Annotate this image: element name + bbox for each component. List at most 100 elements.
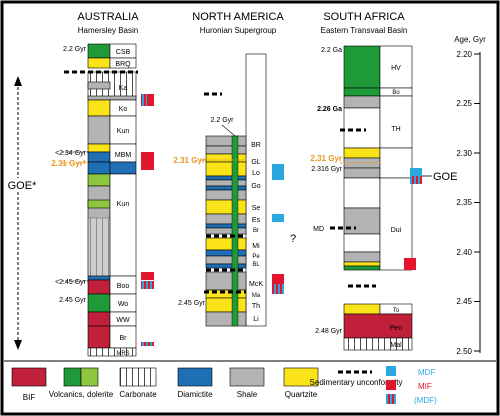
- unit-label: CSB: [116, 49, 131, 56]
- legend-swatch-mdf: [386, 366, 396, 376]
- australia-mdf-mark: [141, 281, 154, 289]
- na-mif-mark: [272, 274, 284, 284]
- australia-column: [64, 43, 138, 357]
- unit-label: Boo: [117, 283, 130, 290]
- australia-mdf-mark: [141, 94, 147, 106]
- unit-label: Wo: [118, 301, 128, 308]
- legend-swatch-shale: [229, 367, 265, 387]
- unit-label: MRS: [116, 351, 129, 357]
- australia-title: AUSTRALIA: [77, 11, 139, 23]
- legend-swatch-mif: [386, 380, 396, 390]
- age-label: 2.45 Gyr: [59, 297, 87, 304]
- legend-swatch-mdf-paren: [386, 394, 396, 404]
- unit-label: Kun: [117, 128, 130, 135]
- unit-label: Li: [253, 316, 259, 323]
- age-label: 2.2 Gyr: [63, 46, 87, 53]
- unit-label: Th: [252, 303, 260, 310]
- legend-label-bif: BIF: [23, 393, 36, 402]
- age-tick-label: 2.45: [456, 297, 472, 306]
- north-america-subtitle: Huronian Supergroup: [200, 26, 277, 35]
- australia-mif-mark: [141, 272, 154, 280]
- south-africa-unit-labels: HV Bo TH Dui To Pen Mal: [390, 65, 403, 349]
- unit-label: Kun: [117, 201, 130, 208]
- unit-label: Bo: [392, 90, 400, 96]
- age-tick-label: 2.35: [456, 198, 472, 207]
- na-mdf-mark: [272, 164, 284, 180]
- unit-label: Ko: [119, 106, 128, 113]
- age-axis-ticks: 2.20 2.25 2.30 2.35 2.40 2.45 2.50: [456, 50, 472, 356]
- unconformity-label: MD: [313, 226, 324, 233]
- south-africa-age-labels: 2.2 Ga 2.26 Ga 2.31 Gyr 2.316 Gyr MD 2.4…: [310, 47, 342, 335]
- unit-label: HV: [391, 65, 401, 72]
- age-tick-label: 2.30: [456, 149, 472, 158]
- legend-label-quartzite: Quartzite: [285, 390, 318, 399]
- unit-label: To: [393, 308, 400, 314]
- age-label: 2.2 Gyr: [211, 117, 235, 124]
- legend-label-mdf: MDF: [418, 368, 435, 377]
- unit-label: TH: [391, 126, 400, 133]
- age-label: <2.45 Gyr: [55, 279, 87, 286]
- australia-unit-labels: CSB BRQ Ka Ko Kun MBM Kun Boo Wo WW Br M…: [115, 49, 132, 357]
- legend-swatch-quartzite: [283, 367, 319, 387]
- unit-label: Mal: [390, 342, 402, 349]
- age-label: 2.48 Gyr: [315, 328, 343, 335]
- age-label: 2.26 Ga: [317, 106, 342, 113]
- legend: BIF Volcanics, dolerite Carbonate Diamic…: [11, 366, 437, 405]
- legend-label-mdf-paren: (MDF): [414, 396, 437, 405]
- unit-label: Ma: [252, 293, 261, 299]
- legend-label-volcanics: Volcanics, dolerite: [49, 390, 114, 399]
- age-tick-label: 2.25: [456, 99, 472, 108]
- age-label: 2.2 Ga: [321, 47, 342, 54]
- unit-label: MBM: [115, 152, 132, 159]
- australia-mif-mark: [147, 94, 154, 106]
- north-america-age-labels: 2.2 Gyr 2.31 Gyr 2.45 Gyr: [173, 117, 234, 307]
- sa-mdf-mark: [410, 176, 422, 184]
- legend-label-unconformity: Sedimentary unconformity: [310, 378, 403, 387]
- legend-swatch-carbonate: [119, 367, 157, 387]
- age-label-highlight: 2.31 Gyr: [173, 156, 205, 165]
- age-axis-label: Age, Gyr: [454, 35, 486, 44]
- unit-label: Mi: [252, 243, 260, 250]
- unit-label: Se: [252, 205, 261, 212]
- legend-label-mif: MIF: [418, 382, 432, 391]
- unit-label: Pen: [390, 325, 403, 332]
- goe-range-arrow: [8, 76, 36, 350]
- age-label-highlight: 2.31 Gyr: [310, 154, 342, 163]
- goe-right-label: GOE: [433, 171, 457, 183]
- unit-label: Go: [251, 183, 260, 190]
- age-label: 2.316 Gyr: [311, 166, 342, 173]
- unit-label: McK: [249, 281, 263, 288]
- age-tick-label: 2.20: [456, 50, 472, 59]
- south-africa-subtitle: Eastern Transvaal Basin: [321, 26, 408, 35]
- age-label: 2.45 Gyr: [178, 300, 206, 307]
- age-label: <2.34 Gyr: [55, 150, 87, 157]
- legend-swatch-diamictite: [177, 367, 213, 387]
- age-tick-label: 2.40: [456, 248, 472, 257]
- legend-swatch-bif: [11, 367, 47, 387]
- unit-label: Br: [120, 335, 128, 342]
- unit-label: Es: [252, 217, 261, 224]
- unit-label: Dui: [391, 227, 402, 234]
- legend-label-diamictite: Diamictite: [177, 390, 213, 399]
- unit-label: GL: [251, 159, 260, 166]
- legend-swatch-volcanics: [63, 367, 82, 387]
- na-mdf-mark: [272, 214, 284, 222]
- north-america-column: [204, 53, 267, 327]
- goe-left-label: GOE*: [8, 180, 37, 192]
- legend-label-carbonate: Carbonate: [119, 390, 157, 399]
- south-africa-title: SOUTH AFRICA: [323, 11, 405, 23]
- legend-label-shale: Shale: [237, 390, 258, 399]
- legend-swatch-dolerite: [80, 367, 99, 387]
- question-mark: ?: [290, 233, 296, 245]
- australia-mdf-mark: [141, 342, 154, 346]
- unit-label: WW: [116, 317, 130, 324]
- unit-label: Lo: [252, 170, 260, 177]
- south-africa-column: [330, 45, 413, 351]
- unit-label: BR: [251, 142, 261, 149]
- sa-mif-mark: [404, 258, 416, 270]
- australia-mif-mark: [141, 152, 154, 170]
- sa-mdf-mark: [410, 168, 422, 176]
- unit-label: BRQ: [115, 61, 131, 68]
- age-tick-label: 2.50: [456, 347, 472, 356]
